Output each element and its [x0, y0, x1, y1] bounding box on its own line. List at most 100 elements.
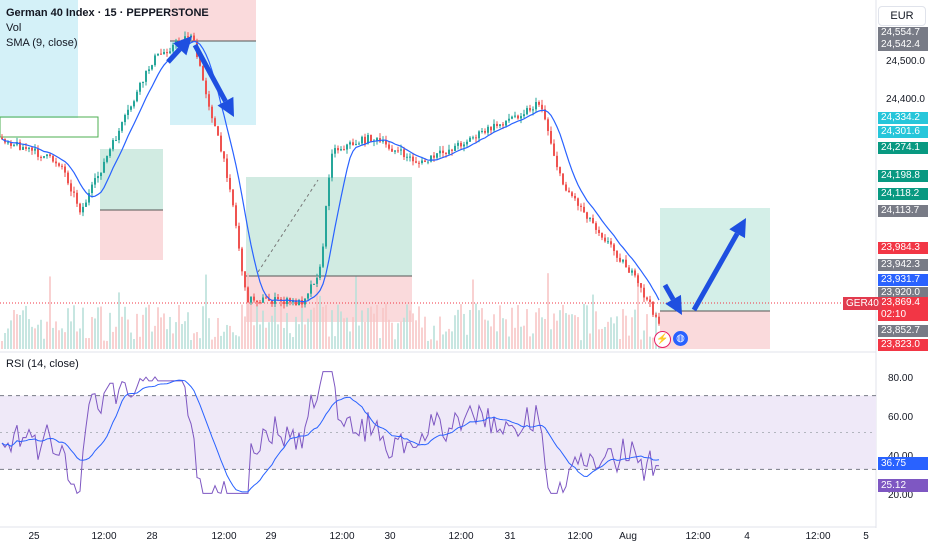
- price-label: 23,920.0: [878, 287, 928, 299]
- currency-button[interactable]: EUR: [878, 6, 926, 26]
- volume-bar: [286, 312, 288, 349]
- time-label: 30: [384, 531, 396, 542]
- volume-bar: [85, 338, 87, 349]
- flash-icon[interactable]: ⚡: [654, 331, 671, 348]
- volume-legend[interactable]: Vol: [6, 22, 22, 34]
- volume-bar: [46, 321, 48, 349]
- time-label: 12:00: [91, 531, 117, 542]
- volume-bar: [181, 324, 183, 349]
- volume-bar: [289, 333, 291, 349]
- candle-body: [61, 165, 63, 167]
- candle-body: [310, 284, 312, 294]
- volume-bar: [409, 310, 411, 349]
- volume-bar: [328, 336, 330, 349]
- sma-legend[interactable]: SMA (9, close): [6, 37, 78, 49]
- candle-body: [217, 126, 219, 136]
- candle-body: [352, 142, 354, 146]
- candle-body: [277, 297, 279, 300]
- candle-body: [478, 131, 480, 139]
- volume-bar: [316, 276, 318, 349]
- volume-bar: [613, 323, 615, 349]
- candle-body: [22, 147, 24, 150]
- volume-bar: [370, 306, 372, 349]
- volume-bar: [487, 320, 489, 349]
- candle-body: [562, 173, 564, 185]
- volume-bar: [529, 336, 531, 349]
- candle-body: [265, 297, 267, 299]
- price-label: 24,113.7: [878, 205, 928, 217]
- candle-body: [376, 138, 378, 141]
- candle-body: [235, 205, 237, 226]
- volume-bar: [166, 329, 168, 349]
- candle-body: [112, 140, 114, 150]
- volume-bar: [460, 304, 462, 349]
- volume-bar: [310, 309, 312, 349]
- candle-body: [187, 36, 189, 38]
- candle-body: [595, 223, 597, 230]
- volume-bar: [457, 309, 459, 349]
- volume-bar: [115, 326, 117, 349]
- candle-body: [49, 154, 51, 156]
- last-price-label: 23,869.4: [878, 297, 928, 309]
- candle-body: [628, 267, 630, 273]
- candle-body: [553, 143, 555, 156]
- volume-bar: [160, 317, 162, 349]
- price-label: 24,301.6: [878, 126, 928, 138]
- volume-bar: [13, 309, 15, 349]
- candle-body: [118, 130, 120, 141]
- candle-body: [208, 94, 210, 107]
- candle-body: [226, 158, 228, 178]
- candle-body: [127, 109, 129, 115]
- candle-body: [361, 136, 363, 144]
- candle-body: [397, 150, 399, 152]
- rsi-legend[interactable]: RSI (14, close): [6, 358, 79, 370]
- candle-body: [556, 155, 558, 168]
- volume-bar: [184, 321, 186, 349]
- volume-bar: [649, 336, 651, 349]
- candle-body: [511, 116, 513, 119]
- candle-body: [76, 192, 78, 204]
- volume-bar: [211, 339, 213, 349]
- volume-bar: [325, 305, 327, 349]
- volume-bar: [379, 338, 381, 349]
- volume-bar: [451, 331, 453, 349]
- volume-bar: [274, 307, 276, 349]
- candle-body: [103, 161, 105, 173]
- candle-body: [151, 65, 153, 70]
- volume-bar: [190, 340, 192, 349]
- candle-body: [211, 106, 213, 119]
- time-label: 12:00: [567, 531, 593, 542]
- volume-bar: [427, 340, 429, 349]
- volume-bar: [592, 294, 594, 349]
- volume-bar: [43, 338, 45, 349]
- volume-bar: [106, 340, 108, 349]
- volume-bar: [526, 309, 528, 349]
- countdown-label: 02:10: [878, 309, 928, 321]
- symbol-tag: GER40: [843, 297, 882, 310]
- rsi-tick: 60.00: [888, 412, 914, 423]
- candle-body: [346, 144, 348, 150]
- volume-bar: [154, 325, 156, 349]
- candle-body: [448, 149, 450, 154]
- volume-bar: [277, 324, 279, 349]
- volume-bar: [118, 292, 120, 349]
- volume-bar: [73, 305, 75, 349]
- candle-body: [328, 177, 330, 207]
- volume-bar: [448, 328, 450, 349]
- candle-body: [295, 300, 297, 306]
- volume-bar: [127, 319, 129, 349]
- candle-body: [283, 301, 285, 305]
- candle-body: [70, 183, 72, 192]
- candle-body: [247, 287, 249, 303]
- globe-icon[interactable]: ◍: [673, 331, 688, 346]
- arrow-down-shaft: [192, 43, 228, 103]
- volume-bar: [544, 318, 546, 349]
- volume-bar: [280, 303, 282, 349]
- time-label: 4: [744, 531, 750, 542]
- volume-bar: [619, 338, 621, 349]
- volume-bar: [157, 307, 159, 349]
- volume-bar: [265, 327, 267, 349]
- rsi-tick: 40.00: [888, 451, 913, 462]
- volume-bar: [7, 328, 9, 349]
